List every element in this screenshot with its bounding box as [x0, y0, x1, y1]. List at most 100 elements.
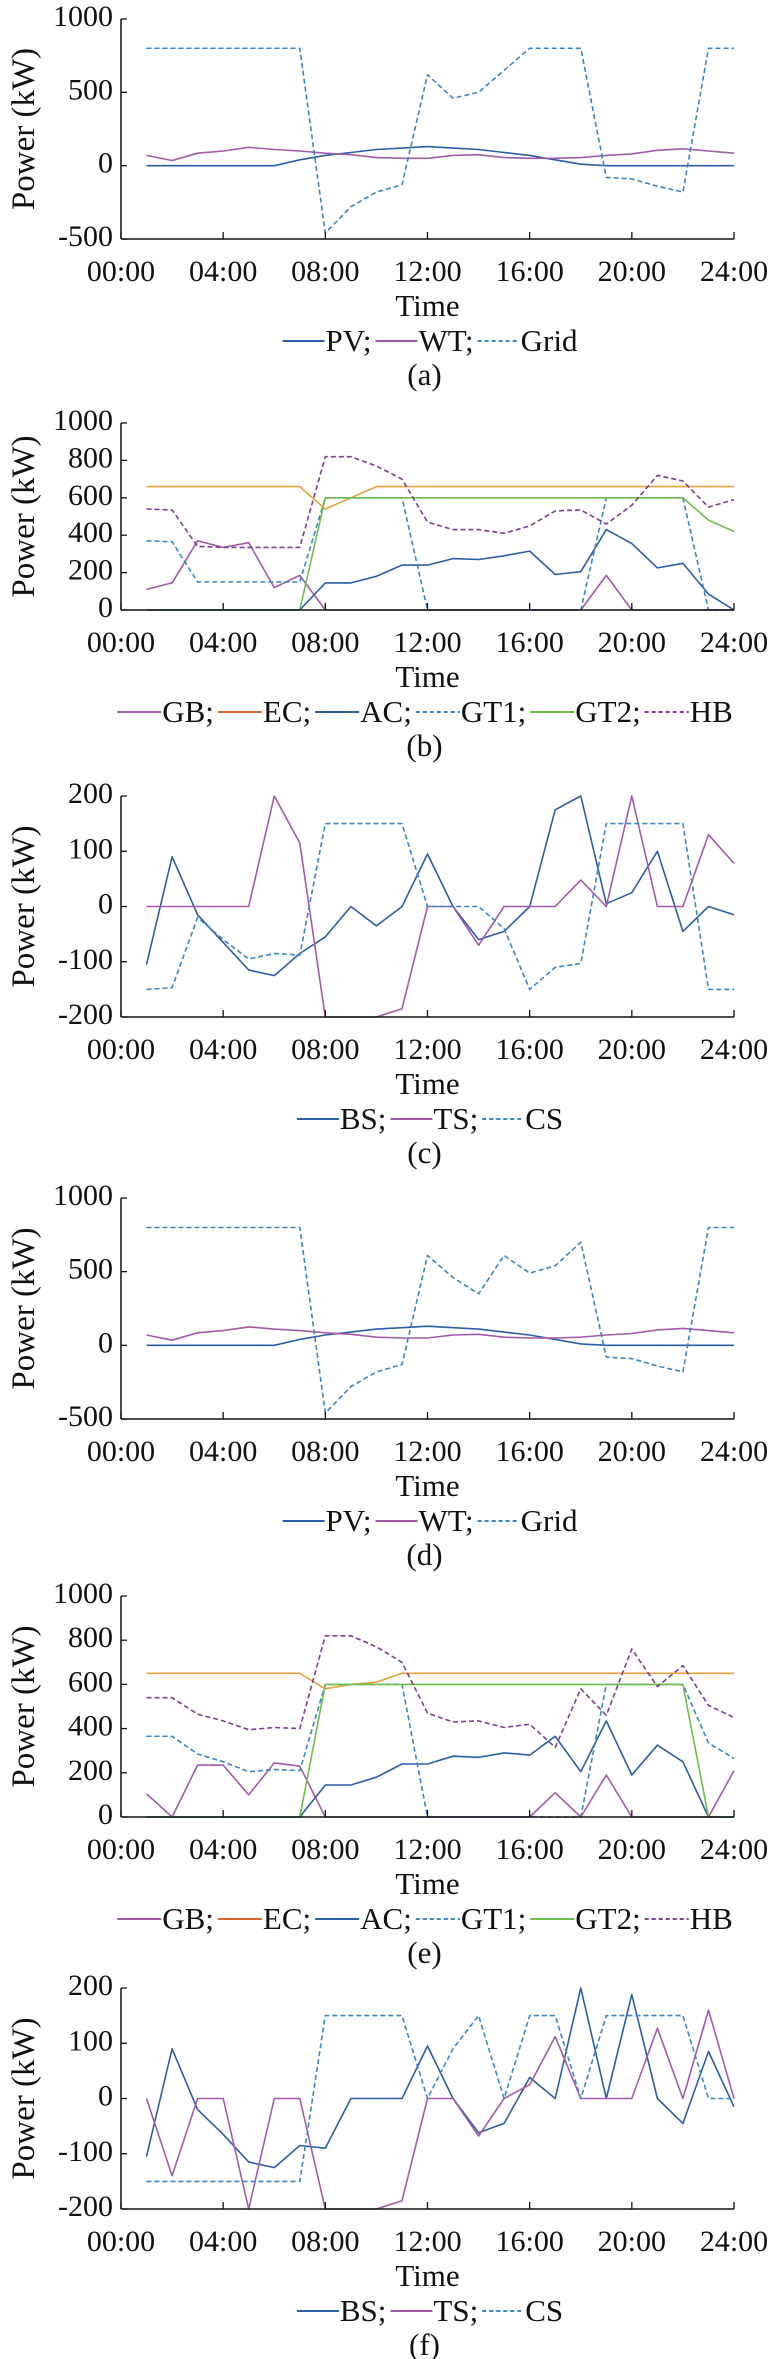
chart-panel-a: -500 0 500 1000 00:00 04:00 08:00 12:00 16:00 20:… [6, 0, 768, 392]
x-tick-label: 12:00 [393, 1833, 461, 1866]
x-tick-label: 16:00 [495, 255, 563, 288]
series-line-hb [146, 1635, 735, 1749]
chart-panel-f: -200 -100 0 100 200 00:00 04:00 08:00 12:00 16:00… [6, 1969, 768, 2359]
y-tick-label: -100 [58, 2135, 113, 2168]
legend: PV; WT; Grid [282, 1503, 578, 1538]
legend: BS; TS; CS [296, 2293, 563, 2328]
x-tick-label: 12:00 [393, 1435, 461, 1468]
chart-panel-d: -500 0 500 1000 00:00 04:00 08:00 12:00 16:00 20:… [6, 1179, 768, 1572]
legend-label-ts: TS; [433, 2293, 478, 2328]
legend-label-wt: WT; [419, 1503, 474, 1538]
series-line-wt [146, 146, 735, 162]
x-tick-label: 08:00 [291, 626, 359, 659]
y-tick-label: 200 [68, 1754, 113, 1787]
x-tick-label: 00:00 [87, 1033, 155, 1066]
x-tick-label: 16:00 [495, 626, 563, 659]
x-tick-label: 16:00 [495, 1435, 563, 1468]
y-axis-label: Power (kW) [6, 435, 42, 597]
legend-label-bs: BS; [340, 2293, 387, 2328]
y-tick-label: -500 [58, 1400, 113, 1433]
y-axis-label: Power (kW) [6, 2017, 42, 2179]
legend-label-ac: AC; [360, 1901, 412, 1936]
legend-label-cs: CS [525, 2293, 563, 2328]
series-line-gt2 [146, 1683, 734, 1818]
y-tick-label: -200 [58, 2190, 113, 2223]
series-line-hb [146, 455, 735, 549]
x-tick-label: 24:00 [700, 1833, 768, 1866]
x-tick-label: 24:00 [700, 1435, 768, 1468]
legend: BS; TS; CS [296, 1101, 563, 1136]
panel-caption: (d) [406, 1537, 442, 1572]
y-tick-label: 1000 [53, 404, 113, 437]
y-tick-label: 100 [68, 832, 113, 865]
legend-label-gt1: GT1; [461, 1901, 526, 1936]
legend-label-gt2: GT2; [575, 694, 640, 729]
chart-panel-c: -200 -100 0 100 200 00:00 04:00 08:00 12:00 16:00… [6, 777, 768, 1170]
x-tick-label: 24:00 [700, 626, 768, 659]
y-tick-label: 400 [68, 1710, 113, 1743]
series-line-gt1 [146, 496, 734, 611]
legend-label-hb: HB [690, 1901, 733, 1936]
x-axis-label: Time [395, 1866, 459, 1901]
y-tick-label: -200 [58, 998, 113, 1031]
y-tick-label: 0 [98, 591, 113, 624]
series-line-wt [146, 1326, 735, 1341]
series-line-cs [146, 2014, 734, 2183]
x-tick-label: 12:00 [393, 255, 461, 288]
x-tick-label: 04:00 [189, 1833, 257, 1866]
x-tick-label: 12:00 [393, 626, 461, 659]
x-tick-label: 20:00 [598, 1435, 666, 1468]
series-line-gt1 [146, 1683, 735, 1818]
series-line-gb [145, 1762, 735, 1818]
y-tick-label: 200 [68, 554, 113, 587]
y-tick-label: -500 [58, 220, 113, 253]
y-tick-label: 0 [98, 1798, 113, 1831]
chart-panel-b: 0 200 400 600 800 1000 00:00 04:00 08:00 12:00 16:… [6, 404, 768, 763]
x-tick-label: 04:00 [189, 1435, 257, 1468]
x-axis-label: Time [395, 659, 459, 694]
x-tick-label: 08:00 [291, 1033, 359, 1066]
legend-label-gb: GB; [162, 694, 214, 729]
legend-label-wt: WT; [419, 323, 474, 358]
y-tick-label: 0 [98, 1326, 113, 1359]
y-tick-label: 500 [68, 73, 113, 106]
series-line-ac [146, 1720, 734, 1818]
x-tick-label: 16:00 [495, 1833, 563, 1866]
y-tick-label: 500 [68, 1253, 113, 1286]
x-tick-label: 24:00 [700, 2225, 768, 2258]
x-axis-label: Time [395, 1468, 459, 1503]
x-tick-label: 00:00 [87, 1435, 155, 1468]
x-tick-label: 00:00 [87, 626, 155, 659]
y-tick-label: 1000 [53, 1577, 113, 1610]
series-line-gt2 [146, 496, 735, 611]
series-line-ec [146, 1672, 734, 1690]
x-tick-label: 16:00 [495, 2225, 563, 2258]
x-tick-label: 24:00 [700, 1033, 768, 1066]
x-tick-label: 04:00 [189, 2225, 257, 2258]
legend-label-pv: PV; [326, 323, 372, 358]
x-tick-label: 24:00 [700, 255, 768, 288]
panel-caption: (b) [406, 728, 442, 763]
y-tick-label: 200 [68, 1969, 113, 2002]
panel-caption: (a) [407, 357, 441, 392]
x-tick-label: 00:00 [87, 255, 155, 288]
y-tick-label: 0 [98, 147, 113, 180]
series-line-ec [146, 485, 734, 510]
y-tick-label: 400 [68, 516, 113, 549]
x-tick-label: 20:00 [598, 2225, 666, 2258]
series-line-bs [145, 795, 735, 977]
x-tick-label: 00:00 [87, 2225, 155, 2258]
x-tick-label: 08:00 [291, 1435, 359, 1468]
y-tick-label: 600 [68, 1665, 113, 1698]
y-tick-label: 800 [68, 441, 113, 474]
x-tick-label: 04:00 [189, 255, 257, 288]
y-tick-label: 800 [68, 1621, 113, 1654]
series-line-pv [146, 145, 734, 167]
y-tick-label: 0 [98, 888, 113, 921]
x-tick-label: 20:00 [598, 626, 666, 659]
legend-label-ec: EC; [263, 1901, 311, 1936]
y-axis-label: Power (kW) [6, 1625, 42, 1787]
legend-label-gt1: GT1; [461, 694, 526, 729]
x-tick-label: 08:00 [291, 1833, 359, 1866]
